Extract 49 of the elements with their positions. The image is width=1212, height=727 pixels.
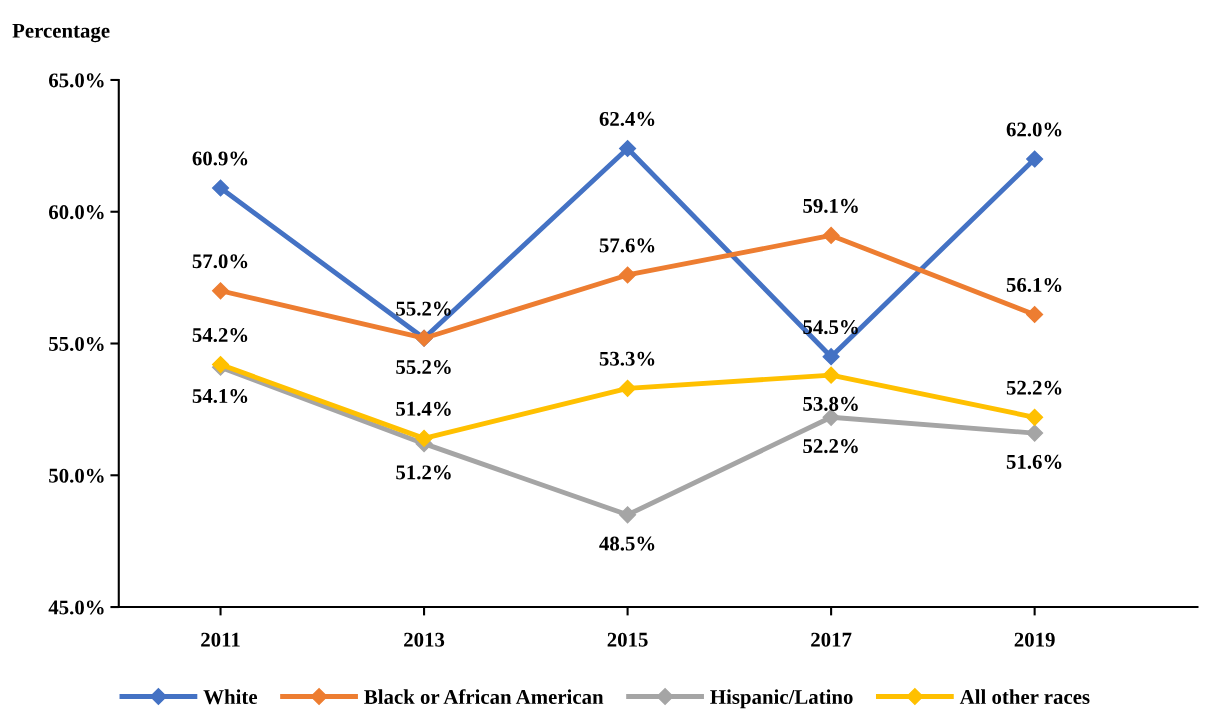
y-tick-label: 55.0% <box>49 336 104 352</box>
point <box>211 179 230 197</box>
point <box>1026 424 1044 442</box>
data-label: 55.2% <box>396 359 451 375</box>
data-label: 51.6% <box>1006 454 1062 469</box>
legend-label: White <box>203 689 258 705</box>
point <box>619 379 637 397</box>
x-tick-label: 2015 <box>607 632 648 647</box>
data-label: 53.8% <box>803 396 858 411</box>
point <box>822 366 840 384</box>
data-label: 56.1% <box>1006 277 1062 293</box>
data-label: 52.2% <box>1006 380 1062 395</box>
y-tick-label: 60.0% <box>49 205 104 220</box>
x-tick-label: 2013 <box>404 632 445 647</box>
data-label: 53.3% <box>599 351 655 366</box>
data-label: 51.4% <box>396 401 451 416</box>
data-label: 59.1% <box>803 198 858 213</box>
data-label: 57.0% <box>192 254 248 269</box>
legend-label: Hispanic/Latino <box>710 689 853 709</box>
point <box>1026 150 1044 168</box>
x-tick-label: 2017 <box>811 632 852 647</box>
y-tick-label: 45.0% <box>48 600 104 615</box>
point <box>211 282 230 300</box>
point <box>1026 408 1044 426</box>
point <box>619 139 637 158</box>
data-label: 52.2% <box>803 439 858 454</box>
data-label: 54.5% <box>803 320 858 335</box>
data-label: 54.2% <box>192 327 248 343</box>
data-label: 57.6% <box>599 238 655 253</box>
point <box>822 226 840 245</box>
data-label: 51.2% <box>396 465 451 480</box>
legend-label: All other races <box>959 689 1090 705</box>
data-label: 62.4% <box>599 111 655 127</box>
point <box>415 429 433 447</box>
data-label: 54.1% <box>192 388 248 404</box>
point <box>822 348 840 366</box>
data-label: 55.2% <box>396 301 451 316</box>
point <box>619 506 637 524</box>
data-label: 62.0% <box>1006 122 1062 137</box>
point <box>619 266 637 284</box>
y-axis-title: Percentage <box>12 23 110 43</box>
data-label: 60.9% <box>192 151 248 166</box>
point <box>1026 305 1044 324</box>
legend-label: Black or African American <box>364 689 604 705</box>
y-tick-label: 65.0% <box>49 73 104 88</box>
x-tick-label: 2019 <box>1014 632 1055 647</box>
y-tick-label: 50.0% <box>49 468 104 483</box>
x-tick-label: 2011 <box>201 632 240 647</box>
data-label: 48.5% <box>599 536 655 551</box>
